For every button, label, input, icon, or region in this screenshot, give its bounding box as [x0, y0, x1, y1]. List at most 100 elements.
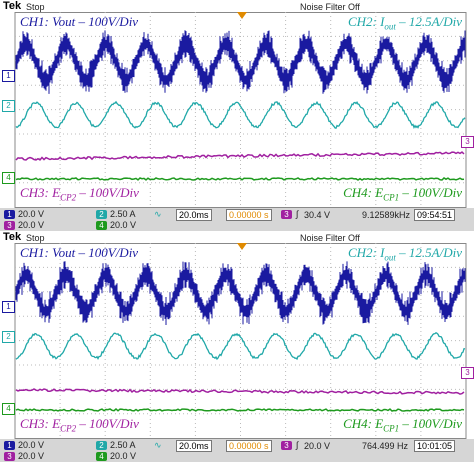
status-bar: 1 20.0 V 2 2.50 A 3 20.0 V 4 20.0 V ∿ 20.0ms 0.000… — [0, 208, 474, 231]
label-text: – 12.5A/Div — [395, 245, 462, 260]
ch3-trace — [15, 388, 465, 395]
scope-screen — [14, 243, 467, 439]
frequency: 764.499 Hz — [362, 441, 409, 451]
channel-marker: 4 — [2, 403, 15, 415]
filter-state: Noise Filter Off — [300, 2, 360, 12]
ch4-trace — [15, 177, 465, 181]
ch1-label: CH1: Vout – 100V/Div — [20, 14, 138, 30]
channel-badge: 3 — [4, 452, 15, 461]
setting-value: 20.0 V — [18, 451, 45, 461]
ch3-label: CH3: ECP2 – 100V/Div — [20, 416, 139, 434]
trigger-marker — [237, 12, 247, 19]
setting-value: 2.50 A — [110, 209, 136, 219]
tek-logo: Tek — [3, 231, 22, 243]
ch1-trace — [15, 273, 465, 313]
setting-value: 20.0 V — [18, 220, 45, 230]
channel-setting: 1 20.0 V — [4, 209, 44, 219]
marker-label: 3 — [465, 137, 470, 146]
ch2-trace — [15, 100, 466, 129]
position: 0.00000 s — [226, 440, 272, 452]
marker-label: 2 — [6, 101, 11, 110]
trigger-level: 20.0 V — [304, 441, 331, 451]
channel-marker: 4 — [2, 172, 15, 184]
channel-setting: 3 20.0 V — [4, 451, 44, 461]
filter-state: Noise Filter Off — [300, 233, 360, 243]
channel-marker: 3 — [461, 136, 474, 148]
channel-badge: 1 — [4, 210, 15, 219]
channel-marker: 1 — [2, 301, 15, 313]
label-text: CH2: I — [347, 14, 385, 29]
channel-marker: 1 — [2, 70, 15, 82]
trigger-level: 30.4 V — [304, 210, 331, 220]
label-text: – 100V/Div — [76, 416, 139, 431]
label-text: CH1: Vout – 100V/Div — [20, 14, 139, 29]
coupling-icon: ∿ — [154, 209, 162, 219]
run-state: Stop — [26, 233, 45, 243]
channel-badge: 1 — [4, 441, 15, 450]
channel-setting: 2 2.50 A — [96, 209, 136, 219]
channel-badge: 2 — [96, 441, 107, 450]
channel-marker: 2 — [2, 331, 15, 343]
coupling-icon: ∿ — [154, 440, 162, 450]
channel-badge: 4 — [96, 452, 107, 461]
label-text: – 100V/Div — [399, 416, 462, 431]
channel-setting: 3 20.0 V — [4, 220, 44, 230]
channel-badge: 4 — [96, 221, 107, 230]
ch2-label: CH2: Iout – 12.5A/Div — [348, 245, 462, 263]
trigger-badge: 3 — [281, 441, 292, 450]
channel-badge: 2 — [96, 210, 107, 219]
label-text: – 100V/Div — [76, 185, 139, 200]
label-subscript: CP1 — [383, 192, 400, 203]
setting-value: 20.0 V — [110, 451, 137, 461]
trigger-badge: 3 — [281, 210, 292, 219]
scope-panel: Tek Stop Noise Filter Off 1 2 3 4 CH1: Vout – 1… — [0, 0, 474, 231]
trigger-slope: ∫ — [296, 440, 299, 450]
ch2-label: CH2: Iout – 12.5A/Div — [348, 14, 462, 32]
label-text: CH3: E — [20, 185, 61, 200]
label-subscript: out — [384, 252, 396, 263]
marker-label: 4 — [6, 173, 11, 182]
channel-marker: 3 — [461, 367, 474, 379]
marker-label: 1 — [6, 302, 11, 311]
trigger-slope: ∫ — [296, 209, 299, 219]
label-subscript: out — [384, 21, 396, 32]
tek-logo: Tek — [3, 0, 22, 12]
label-text: CH4: E — [343, 185, 384, 200]
channel-setting: 4 20.0 V — [96, 220, 136, 230]
label-subscript: CP1 — [383, 423, 400, 434]
marker-label: 1 — [6, 71, 11, 80]
scope-panel: Tek Stop Noise Filter Off 1 2 3 4 CH1: Vout – 1… — [0, 231, 474, 462]
position: 0.00000 s — [226, 209, 272, 221]
scope-screen — [14, 12, 467, 208]
channel-setting: 1 20.0 V — [4, 440, 44, 450]
channel-marker: 2 — [2, 100, 15, 112]
frequency: 9.12589kHz — [362, 210, 411, 220]
channel-setting: 4 20.0 V — [96, 451, 136, 461]
setting-value: 2.50 A — [110, 440, 136, 450]
clock: 09:54:51 — [414, 209, 456, 221]
clock: 10:01:05 — [414, 440, 456, 452]
channel-badge: 3 — [4, 221, 15, 230]
ch4-label: CH4: ECP1 – 100V/Div — [343, 185, 462, 203]
marker-label: 4 — [6, 404, 11, 413]
timebase: 20.0ms — [176, 440, 212, 452]
label-text: CH4: E — [343, 416, 384, 431]
ch3-label: CH3: ECP2 – 100V/Div — [20, 185, 139, 203]
setting-value: 20.0 V — [18, 440, 45, 450]
ch2-trace — [15, 332, 466, 361]
run-state: Stop — [26, 2, 45, 12]
label-text: CH3: E — [20, 416, 61, 431]
status-bar: 1 20.0 V 2 2.50 A 3 20.0 V 4 20.0 V ∿ 20.0ms 0.000… — [0, 439, 474, 462]
marker-label: 2 — [6, 332, 11, 341]
ch1-label: CH1: Vout – 100V/Div — [20, 245, 138, 261]
label-text: CH1: Vout – 100V/Div — [20, 245, 139, 260]
marker-label: 3 — [465, 368, 470, 377]
label-text: CH2: I — [347, 245, 385, 260]
label-text: – 100V/Div — [399, 185, 462, 200]
label-subscript: CP2 — [60, 423, 77, 434]
ch4-label: CH4: ECP1 – 100V/Div — [343, 416, 462, 434]
label-subscript: CP2 — [60, 192, 77, 203]
ch4-trace — [15, 408, 465, 412]
setting-value: 20.0 V — [18, 209, 45, 219]
